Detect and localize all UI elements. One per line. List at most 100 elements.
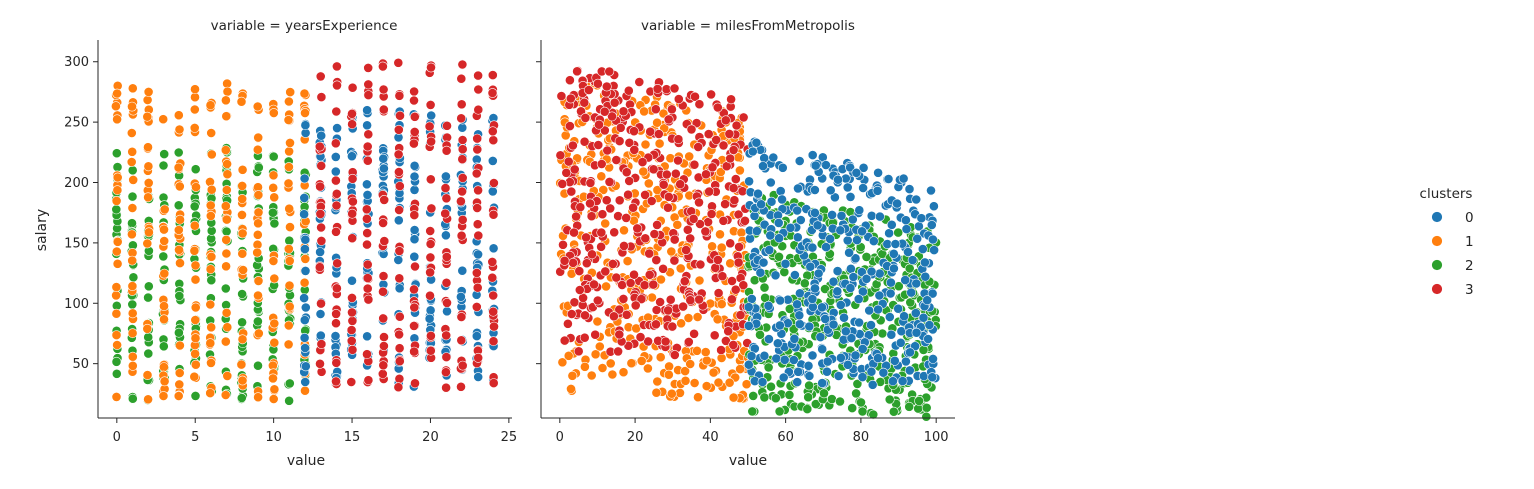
scatter-point-cluster-3 [331,357,342,368]
scatter-point-cluster-3 [655,297,665,307]
scatter-point-cluster-1 [205,299,216,310]
scatter-point-cluster-3 [673,94,684,104]
scatter-point-cluster-0 [409,234,420,245]
scatter-point-cluster-1 [692,345,702,356]
scatter-point-cluster-0 [845,162,855,173]
scatter-point-cluster-0 [299,315,310,325]
scatter-point-cluster-0 [868,236,879,246]
scatter-point-cluster-3 [716,345,726,355]
scatter-point-cluster-1 [253,328,264,339]
scatter-point-cluster-0 [393,255,404,265]
scatter-point-cluster-1 [300,108,310,118]
panel-title-miles-from-metropolis: variable = milesFromMetropolis [641,18,855,34]
scatter-point-cluster-3 [473,84,484,95]
scatter-point-cluster-0 [926,185,936,196]
scatter-point-cluster-3 [575,202,586,213]
scatter-point-cluster-1 [619,225,629,236]
scatter-point-cluster-0 [300,377,311,387]
scatter-point-cluster-1 [640,139,651,150]
scatter-point-cluster-1 [158,362,169,372]
scatter-point-cluster-3 [583,85,594,95]
scatter-point-cluster-3 [555,150,566,161]
scatter-point-cluster-0 [836,352,846,363]
scatter-point-cluster-1 [639,106,649,117]
scatter-point-cluster-1 [725,258,736,269]
scatter-point-cluster-3 [347,196,358,207]
scatter-point-cluster-3 [645,126,656,137]
scatter-point-cluster-1 [285,137,295,148]
scatter-point-cluster-0 [747,146,758,157]
scatter-point-cluster-1 [237,375,248,386]
scatter-point-cluster-3 [663,305,673,316]
scatter-point-cluster-3 [673,134,684,145]
scatter-point-cluster-0 [473,249,483,260]
scatter-point-cluster-3 [594,119,604,130]
scatter-point-cluster-1 [253,218,263,229]
scatter-point-cluster-3 [346,335,357,346]
legend-marker-1 [1431,235,1443,247]
scatter-point-cluster-2 [759,392,770,403]
scatter-point-cluster-0 [929,245,939,255]
scatter-point-cluster-1 [713,377,724,388]
scatter-point-cluster-3 [586,211,597,222]
scatter-point-cluster-3 [600,266,611,277]
scatter-point-cluster-0 [790,270,800,280]
scatter-point-cluster-3 [724,128,735,139]
scatter-point-cluster-3 [394,373,405,384]
scatter-point-cluster-3 [669,83,680,94]
scatter-point-cluster-3 [393,382,404,393]
scatter-point-cluster-1 [142,111,153,122]
scatter-point-cluster-0 [743,359,754,370]
scatter-point-cluster-1 [174,368,185,378]
scatter-point-cluster-0 [803,360,814,371]
scatter-point-cluster-0 [795,215,806,225]
scatter-point-cluster-0 [299,173,310,184]
scatter-point-cluster-3 [441,277,452,288]
scatter-point-cluster-3 [720,115,731,126]
scatter-point-cluster-0 [440,171,451,182]
scatter-point-cluster-2 [143,281,154,292]
scatter-point-cluster-3 [580,113,591,123]
scatter-point-cluster-0 [756,199,766,210]
scatter-point-cluster-3 [331,188,342,199]
scatter-point-cluster-1 [222,86,233,97]
scatter-point-cluster-0 [794,310,805,321]
scatter-point-cluster-2 [804,380,814,391]
scatter-point-cluster-0 [766,196,777,207]
scatter-point-cluster-3 [471,168,482,179]
scatter-point-cluster-0 [792,377,803,387]
scatter-point-cluster-3 [457,172,468,183]
legend-entry-3: 3 [1431,282,1474,298]
scatter-point-cluster-3 [649,229,660,239]
scatter-point-cluster-0 [858,183,868,193]
scatter-point-cluster-3 [559,335,570,346]
scatter-point-cluster-3 [618,106,629,117]
scatter-point-cluster-1 [205,100,216,111]
scatter-point-cluster-1 [283,115,294,125]
scatter-point-cluster-0 [884,312,895,322]
legend-marker-3 [1431,283,1443,295]
scatter-point-cluster-1 [237,248,248,259]
scatter-point-cluster-2 [159,149,170,159]
scatter-point-cluster-3 [457,59,468,70]
scatter-point-cluster-3 [425,252,436,263]
scatter-point-cluster-1 [111,330,122,340]
scatter-point-cluster-0 [743,302,754,312]
scatter-point-cluster-3 [315,358,325,369]
scatter-point-cluster-1 [222,370,233,381]
scatter-point-cluster-3 [711,134,722,145]
scatter-point-cluster-3 [685,295,696,306]
scatter-point-cluster-3 [488,306,499,317]
scatter-point-cluster-0 [911,194,922,205]
scatter-point-cluster-3 [473,185,483,196]
scatter-point-cluster-1 [220,201,231,211]
scatter-point-cluster-0 [886,329,897,340]
scatter-point-cluster-1 [237,180,248,191]
scatter-point-cluster-3 [703,129,714,139]
scatter-point-cluster-0 [857,343,868,354]
scatter-point-cluster-3 [574,266,585,276]
scatter-point-cluster-0 [347,275,357,286]
scatter-point-cluster-0 [330,331,341,341]
x-tick-label: 20 [422,430,439,445]
scatter-point-cluster-0 [788,355,799,365]
